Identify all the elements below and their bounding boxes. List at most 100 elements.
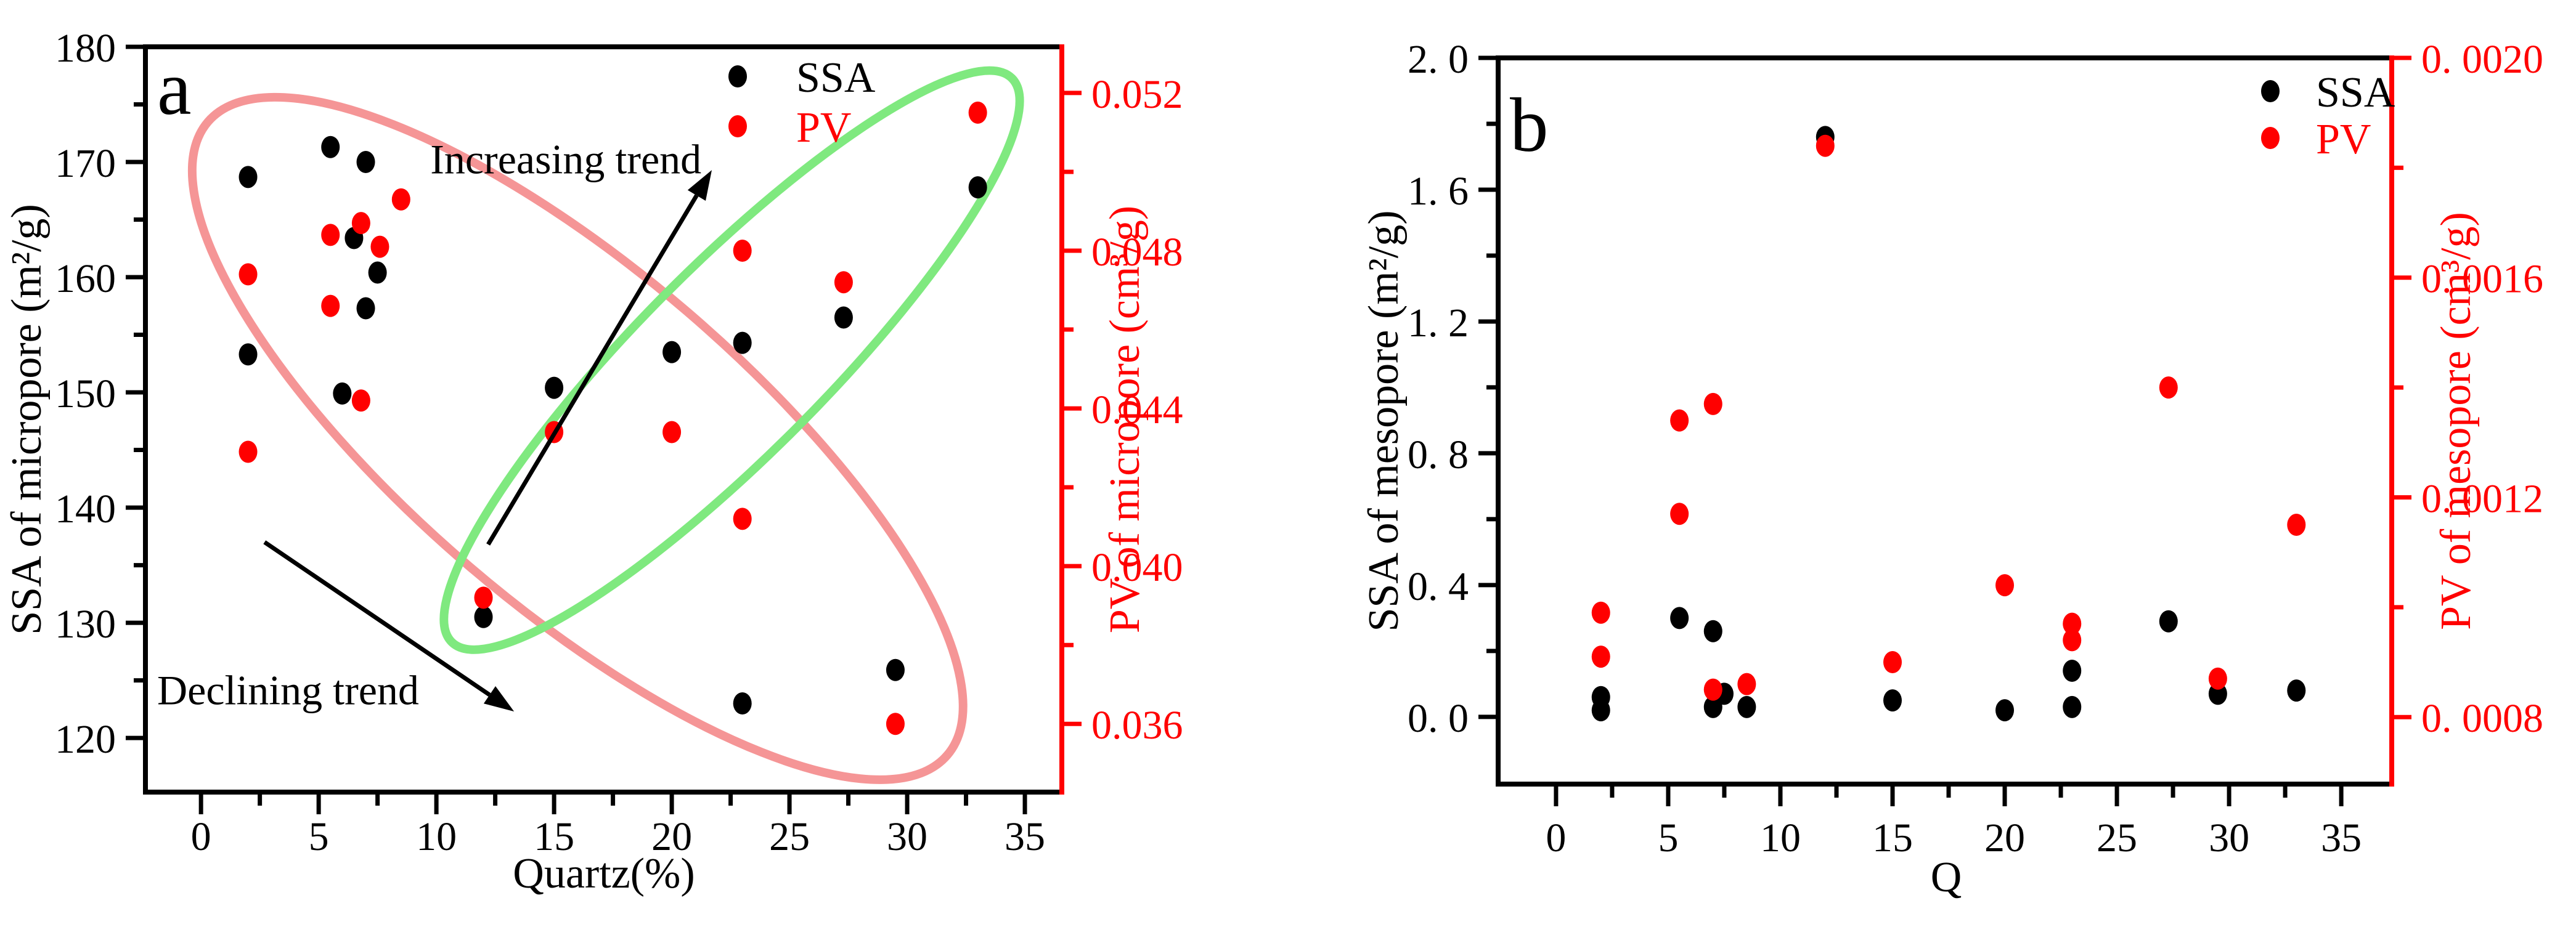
left-tick-label: 160	[55, 256, 116, 301]
legend-ssa-marker	[728, 65, 747, 87]
x-tick-label: 15	[1872, 816, 1913, 860]
ssa-point	[1995, 699, 2015, 722]
pv-point	[1816, 134, 1835, 157]
left-tick-label: 1. 2	[1408, 301, 1469, 346]
ssa-point	[733, 331, 752, 354]
x-tick-label: 25	[2097, 816, 2137, 860]
left-tick-label: 130	[55, 602, 116, 647]
left-tick-label: 150	[55, 371, 116, 416]
left-tick-label: 0. 4	[1408, 564, 1469, 609]
pv-point	[2159, 376, 2178, 399]
right-tick-label: 0. 0020	[2421, 37, 2543, 82]
x-axis-title: Q	[1931, 854, 1962, 901]
left-tick-label: 180	[55, 26, 116, 71]
ssa-series	[238, 136, 987, 714]
ssa-point	[545, 376, 564, 399]
ssa-point	[2063, 659, 2082, 682]
pv-point	[1670, 503, 1689, 525]
ssa-point	[733, 692, 752, 714]
pv-point	[391, 188, 410, 211]
ssa-point	[356, 151, 375, 174]
x-tick-label: 15	[534, 814, 574, 859]
increasing-trend-arrow-head	[687, 170, 712, 201]
x-tick-label: 35	[2321, 816, 2362, 860]
pv-series	[1591, 134, 2306, 701]
left-tick-label: 1. 6	[1408, 169, 1469, 214]
ssa-point	[356, 297, 375, 320]
ssa-point	[2208, 682, 2227, 705]
x-tick-label: 30	[887, 814, 927, 859]
left-axis-title: SSA of micropore (m²/g)	[3, 204, 51, 635]
pv-point	[2063, 629, 2082, 652]
ssa-point	[2159, 610, 2178, 633]
x-tick-label: 25	[769, 814, 810, 859]
right-axis-title: PV of mesopore (cm³/g)	[2432, 212, 2480, 630]
ssa-series	[1591, 126, 2306, 722]
right-tick-label: 0.052	[1091, 72, 1183, 117]
right-tick-label: 0.040	[1091, 545, 1183, 590]
declining-trend-arrow	[263, 540, 491, 697]
legend-ssa-marker	[2261, 80, 2280, 102]
declining-trend-arrow-head	[483, 686, 515, 712]
pv-point	[2063, 612, 2082, 635]
pv-point	[733, 508, 752, 530]
legend-pv-label: PV	[796, 104, 851, 152]
left-tick-label: 170	[55, 141, 116, 186]
ssa-point	[238, 343, 258, 366]
pv-point	[1591, 601, 1610, 624]
ssa-point	[1703, 620, 1722, 642]
pv-point	[351, 212, 370, 235]
pv-point	[1591, 646, 1610, 668]
right-tick-label: 0.036	[1091, 703, 1183, 748]
x-tick-label: 30	[2209, 816, 2249, 860]
ssa-point	[333, 382, 352, 405]
ssa-point	[662, 341, 682, 363]
legend-pv-marker	[2261, 127, 2280, 149]
x-tick-label: 5	[309, 814, 329, 859]
panel-label-a: a	[157, 46, 191, 131]
pv-series	[238, 101, 987, 735]
x-tick-label: 35	[1005, 814, 1045, 859]
legend-pv-label: PV	[2316, 116, 2371, 163]
panel-label-b: b	[1510, 83, 1549, 168]
pv-point	[238, 263, 258, 286]
pv-point	[886, 713, 905, 735]
pv-point	[1995, 574, 2015, 597]
left-tick-label: 120	[55, 717, 116, 762]
panel-a: 1801701601501401301200.0520.0480.0440.04…	[3, 26, 1183, 897]
ssa-point	[368, 261, 387, 284]
x-tick-label: 0	[191, 814, 211, 859]
pv-point	[370, 235, 389, 258]
x-axis-title: Quartz(%)	[513, 850, 695, 897]
increasing-trend-arrow	[486, 194, 699, 546]
ssa-point	[1670, 607, 1689, 629]
x-tick-label: 0	[1546, 816, 1566, 860]
pv-point	[662, 421, 682, 443]
ssa-point	[474, 605, 493, 628]
pv-point	[321, 224, 340, 246]
x-tick-label: 20	[1984, 816, 2025, 860]
panel-b: 2. 0 1. 6 1. 2 0. 8 0. 4 0. 0 0. 0020 0. 0016 0.…	[1360, 37, 2543, 901]
left-tick-label: 0. 0	[1408, 696, 1469, 741]
legend-ssa-label: SSA	[796, 54, 876, 102]
pv-point	[2208, 667, 2227, 690]
right-tick-label: 0. 0016	[2421, 257, 2543, 302]
declining-trend-label: Declining trend	[157, 667, 419, 714]
pv-point	[733, 239, 752, 262]
pv-point	[834, 271, 853, 294]
right-tick-label: 0. 0008	[2421, 696, 2543, 741]
right-tick-label: 0. 0012	[2421, 476, 2543, 521]
left-tick-label: 2. 0	[1408, 37, 1469, 82]
ssa-point	[886, 658, 905, 681]
pv-point	[1670, 409, 1689, 432]
x-tick-label: 10	[1760, 816, 1801, 860]
pv-point	[474, 586, 493, 609]
pv-point	[2287, 514, 2306, 536]
pv-point	[1703, 678, 1722, 701]
increasing-ellipse	[439, 66, 1024, 654]
x-tick-label: 5	[1658, 816, 1678, 860]
